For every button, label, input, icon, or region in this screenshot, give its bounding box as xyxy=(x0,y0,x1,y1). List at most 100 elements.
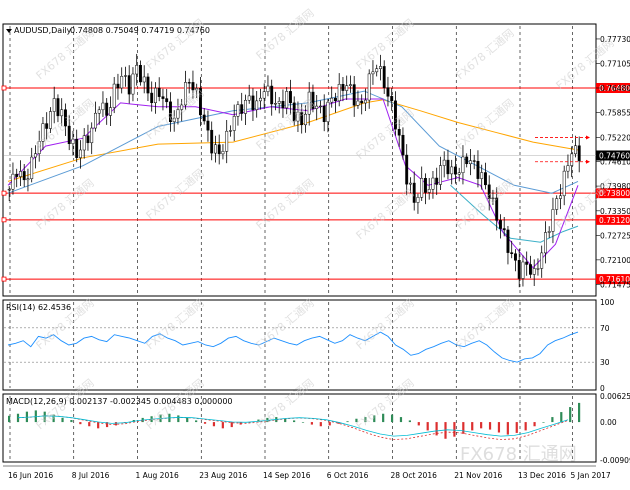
price-tick-label: 0.75220 xyxy=(600,133,630,142)
macd-histogram-bar xyxy=(524,422,527,431)
level-tag-label: 0.73120 xyxy=(599,216,630,225)
candle-body xyxy=(349,84,352,86)
macd-histogram-bar xyxy=(462,422,465,434)
macd-tick-label: 0.00 xyxy=(600,418,617,427)
candle-body xyxy=(142,76,146,83)
rsi-label: RSI(14) 62.4536 xyxy=(6,303,71,312)
candle-body xyxy=(472,160,476,162)
candle-body xyxy=(491,197,495,200)
macd-histogram-bar xyxy=(426,422,429,431)
candle-body xyxy=(319,105,322,108)
candle-body xyxy=(352,84,356,106)
candle-body xyxy=(480,172,484,179)
candle-body xyxy=(525,261,529,265)
price-tick-label: 0.73350 xyxy=(600,207,630,216)
candle-body xyxy=(26,178,30,181)
macd-histogram-bar xyxy=(319,422,322,427)
candle-body xyxy=(386,87,390,97)
candle-body xyxy=(529,264,532,275)
macd-tick-label: -0.009093 xyxy=(600,456,630,465)
time-axis-label: 6 Oct 2016 xyxy=(327,471,369,480)
candle-body xyxy=(52,98,56,112)
moving-averages xyxy=(7,90,579,269)
candle-body xyxy=(56,98,60,117)
current-price-tag xyxy=(596,150,630,161)
candle-body xyxy=(551,209,555,232)
candle-body xyxy=(450,166,454,175)
macd-histogram-bar xyxy=(355,418,358,423)
level-tag xyxy=(596,188,630,199)
time-axis-label: 28 Oct 2016 xyxy=(391,471,438,480)
macd-histogram-bar xyxy=(382,413,385,423)
candle-body xyxy=(97,109,101,114)
macd-histogram-bar xyxy=(551,417,554,423)
candle-body xyxy=(394,100,397,130)
watermark-logo: FX678 汇通网 xyxy=(460,444,577,465)
time-axis-label: 21 Nov 2016 xyxy=(454,471,502,480)
candle-body xyxy=(371,71,375,75)
price-tick-label: 0.73980 xyxy=(600,182,630,191)
macd-histogram-bar xyxy=(390,414,394,423)
macd-histogram-bar xyxy=(257,419,260,423)
macd-histogram-bar xyxy=(533,422,536,427)
macd-histogram-bar xyxy=(471,422,474,431)
candle-body xyxy=(22,171,26,181)
candle-body xyxy=(405,154,409,185)
candle-body xyxy=(337,84,341,102)
macd-histogram-bar xyxy=(230,422,233,428)
candle-body xyxy=(64,109,67,127)
rsi-tick-label: 30 xyxy=(600,358,610,367)
candle-body xyxy=(225,130,229,152)
time-axis-label: 5 Jan 2017 xyxy=(571,471,611,480)
macd-histogram-bar xyxy=(70,419,73,423)
level-anchor xyxy=(1,276,7,282)
candle-body xyxy=(180,104,184,110)
candle-body xyxy=(382,66,386,88)
candle-body xyxy=(41,123,45,142)
candle-body xyxy=(577,145,581,162)
macd-histogram-bar xyxy=(408,420,411,423)
candle-body xyxy=(82,135,86,151)
candle-body xyxy=(195,88,199,91)
candle-body xyxy=(131,73,135,95)
ma-fast-line-2 xyxy=(7,98,579,269)
candle-body xyxy=(315,105,319,109)
candle-body xyxy=(341,84,345,91)
macd-histogram-bar xyxy=(435,422,438,436)
candle-body xyxy=(367,73,371,101)
candle-body xyxy=(435,177,439,185)
rsi-panel-frame xyxy=(2,299,597,391)
macd-histogram-bar xyxy=(284,418,287,423)
candle-body xyxy=(7,188,11,191)
candle-body xyxy=(517,260,521,279)
ohlc-header: 0.74808 0.75049 0.74719 0.74760 xyxy=(70,26,210,35)
macd-histogram-bar xyxy=(114,422,118,426)
rsi-tick-label: 100 xyxy=(600,298,615,307)
time-axis-label: 23 Aug 2016 xyxy=(199,471,247,480)
macd-histogram-bar xyxy=(453,422,456,437)
candle-body xyxy=(307,91,311,115)
candle-body xyxy=(259,97,262,102)
candle-body xyxy=(90,127,94,144)
collapse-triangle-icon[interactable] xyxy=(6,29,12,33)
price-tick-label: 0.71475 xyxy=(600,280,630,289)
candle-body xyxy=(214,144,217,154)
candle-body xyxy=(300,111,304,126)
time-axis-label: 8 Jul 2016 xyxy=(72,471,110,480)
candle-body xyxy=(112,83,116,108)
level-anchor xyxy=(1,85,7,91)
candle-body xyxy=(270,85,274,105)
macd-histogram-bar xyxy=(301,422,305,423)
candle-body xyxy=(184,82,187,106)
candle-body xyxy=(431,177,435,190)
ma-slow-line xyxy=(7,99,579,182)
candle-body xyxy=(67,125,71,145)
horizontal-levels: 0.76480 0.73800 0.73120 0.71610 0.74760 xyxy=(1,82,630,285)
candle-body xyxy=(75,138,79,158)
macd-histogram-bar xyxy=(399,417,403,423)
candle-body xyxy=(240,104,244,114)
candle-body xyxy=(244,99,247,114)
macd-histogram-bar xyxy=(506,422,509,435)
candle-body xyxy=(139,64,142,83)
macd-histogram-bar xyxy=(569,407,572,423)
